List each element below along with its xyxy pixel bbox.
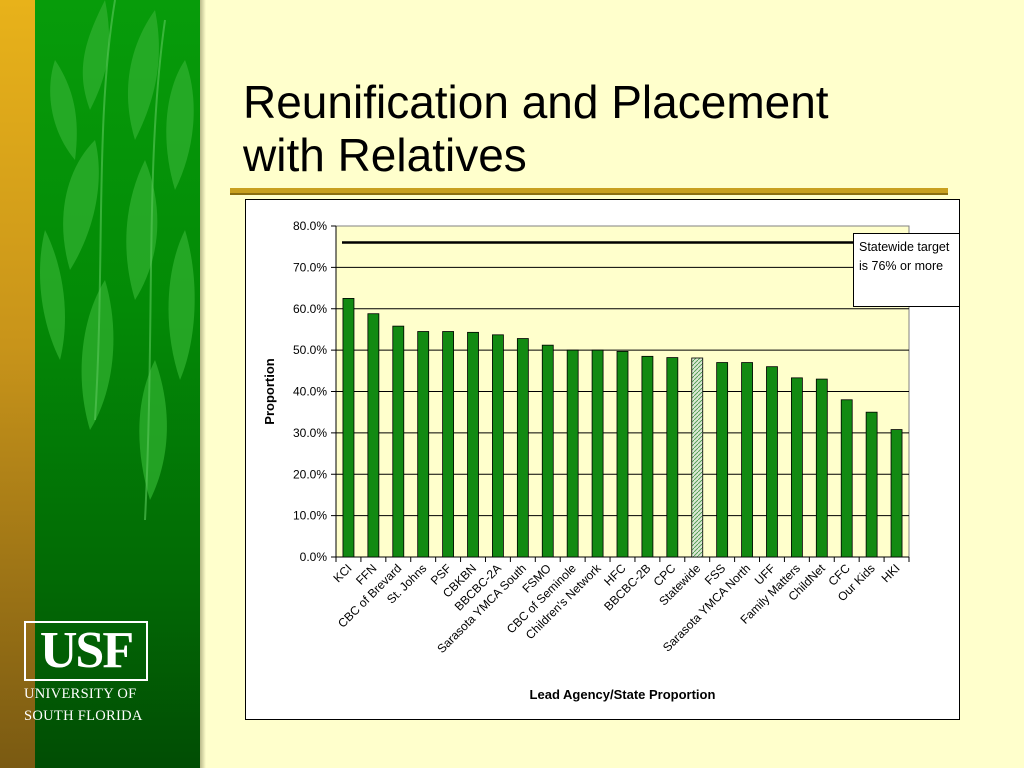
- x-category-label: HKI: [879, 561, 903, 585]
- y-tick-label: 30.0%: [293, 426, 327, 440]
- chart-frame: 0.0% 10.0% 20.0% 30.0% 40.0% 50.0% 60.0% 70.0% 8…: [245, 199, 960, 720]
- target-annotation-line1: Statewide target: [859, 240, 950, 254]
- bar: [516, 338, 529, 558]
- y-tick-label: 0.0%: [300, 550, 328, 564]
- target-annotation-line2: is 76% or more: [859, 259, 944, 273]
- bar: [342, 298, 355, 558]
- bar: [591, 349, 604, 558]
- bar: [566, 349, 579, 558]
- bar: [865, 411, 878, 558]
- y-tick-label: 70.0%: [293, 260, 327, 274]
- band-shadow: [200, 0, 206, 768]
- usf-logo-line2: SOUTH FLORIDA: [24, 708, 143, 724]
- bar: [840, 399, 853, 558]
- usf-logo-mark: USF: [39, 622, 134, 679]
- y-tick-label: 20.0%: [293, 467, 327, 481]
- bar: [417, 331, 430, 558]
- palm-frond-icon: [40, 0, 195, 521]
- y-tick-label: 80.0%: [293, 219, 327, 233]
- green-side-band: [35, 0, 200, 768]
- bar: [766, 366, 778, 558]
- bar: [716, 362, 729, 558]
- usf-logo-line1: UNIVERSITY OF: [24, 686, 137, 702]
- y-tick-label: 50.0%: [293, 343, 327, 357]
- y-tick-label: 10.0%: [293, 509, 327, 523]
- bar: [541, 344, 554, 558]
- bar: [616, 350, 629, 558]
- usf-logo: USF UNIVERSITY OF SOUTH FLORIDA: [24, 621, 151, 725]
- slide-title-line1: Reunification and Placement: [243, 76, 829, 128]
- slide-title: Reunification and Placement with Relativ…: [243, 76, 829, 182]
- bar-statewide: [691, 357, 704, 558]
- title-underline: [230, 188, 948, 195]
- usf-logo-box: USF: [24, 621, 148, 681]
- bar: [815, 378, 828, 558]
- x-category-label: KCI: [331, 561, 355, 585]
- bar: [442, 331, 455, 558]
- bar: [790, 377, 803, 558]
- bar: [467, 331, 479, 558]
- y-tick-label: 40.0%: [293, 385, 327, 399]
- bar: [666, 357, 679, 558]
- bar: [367, 313, 380, 558]
- bar: [741, 362, 753, 558]
- target-annotation-box: Statewide target is 76% or more: [853, 233, 960, 307]
- bar-chart: 0.0% 10.0% 20.0% 30.0% 40.0% 50.0% 60.0% 70.0% 8…: [262, 219, 910, 702]
- bar: [392, 325, 405, 558]
- gold-side-strip: [0, 0, 35, 768]
- bar: [641, 355, 654, 558]
- bar: [492, 334, 504, 558]
- y-axis-title: Proportion: [262, 358, 277, 424]
- slide-title-line2: with Relatives: [243, 129, 527, 181]
- bar: [890, 429, 903, 558]
- y-tick-label: 60.0%: [293, 302, 327, 316]
- x-axis-title: Lead Agency/State Proportion: [530, 687, 716, 702]
